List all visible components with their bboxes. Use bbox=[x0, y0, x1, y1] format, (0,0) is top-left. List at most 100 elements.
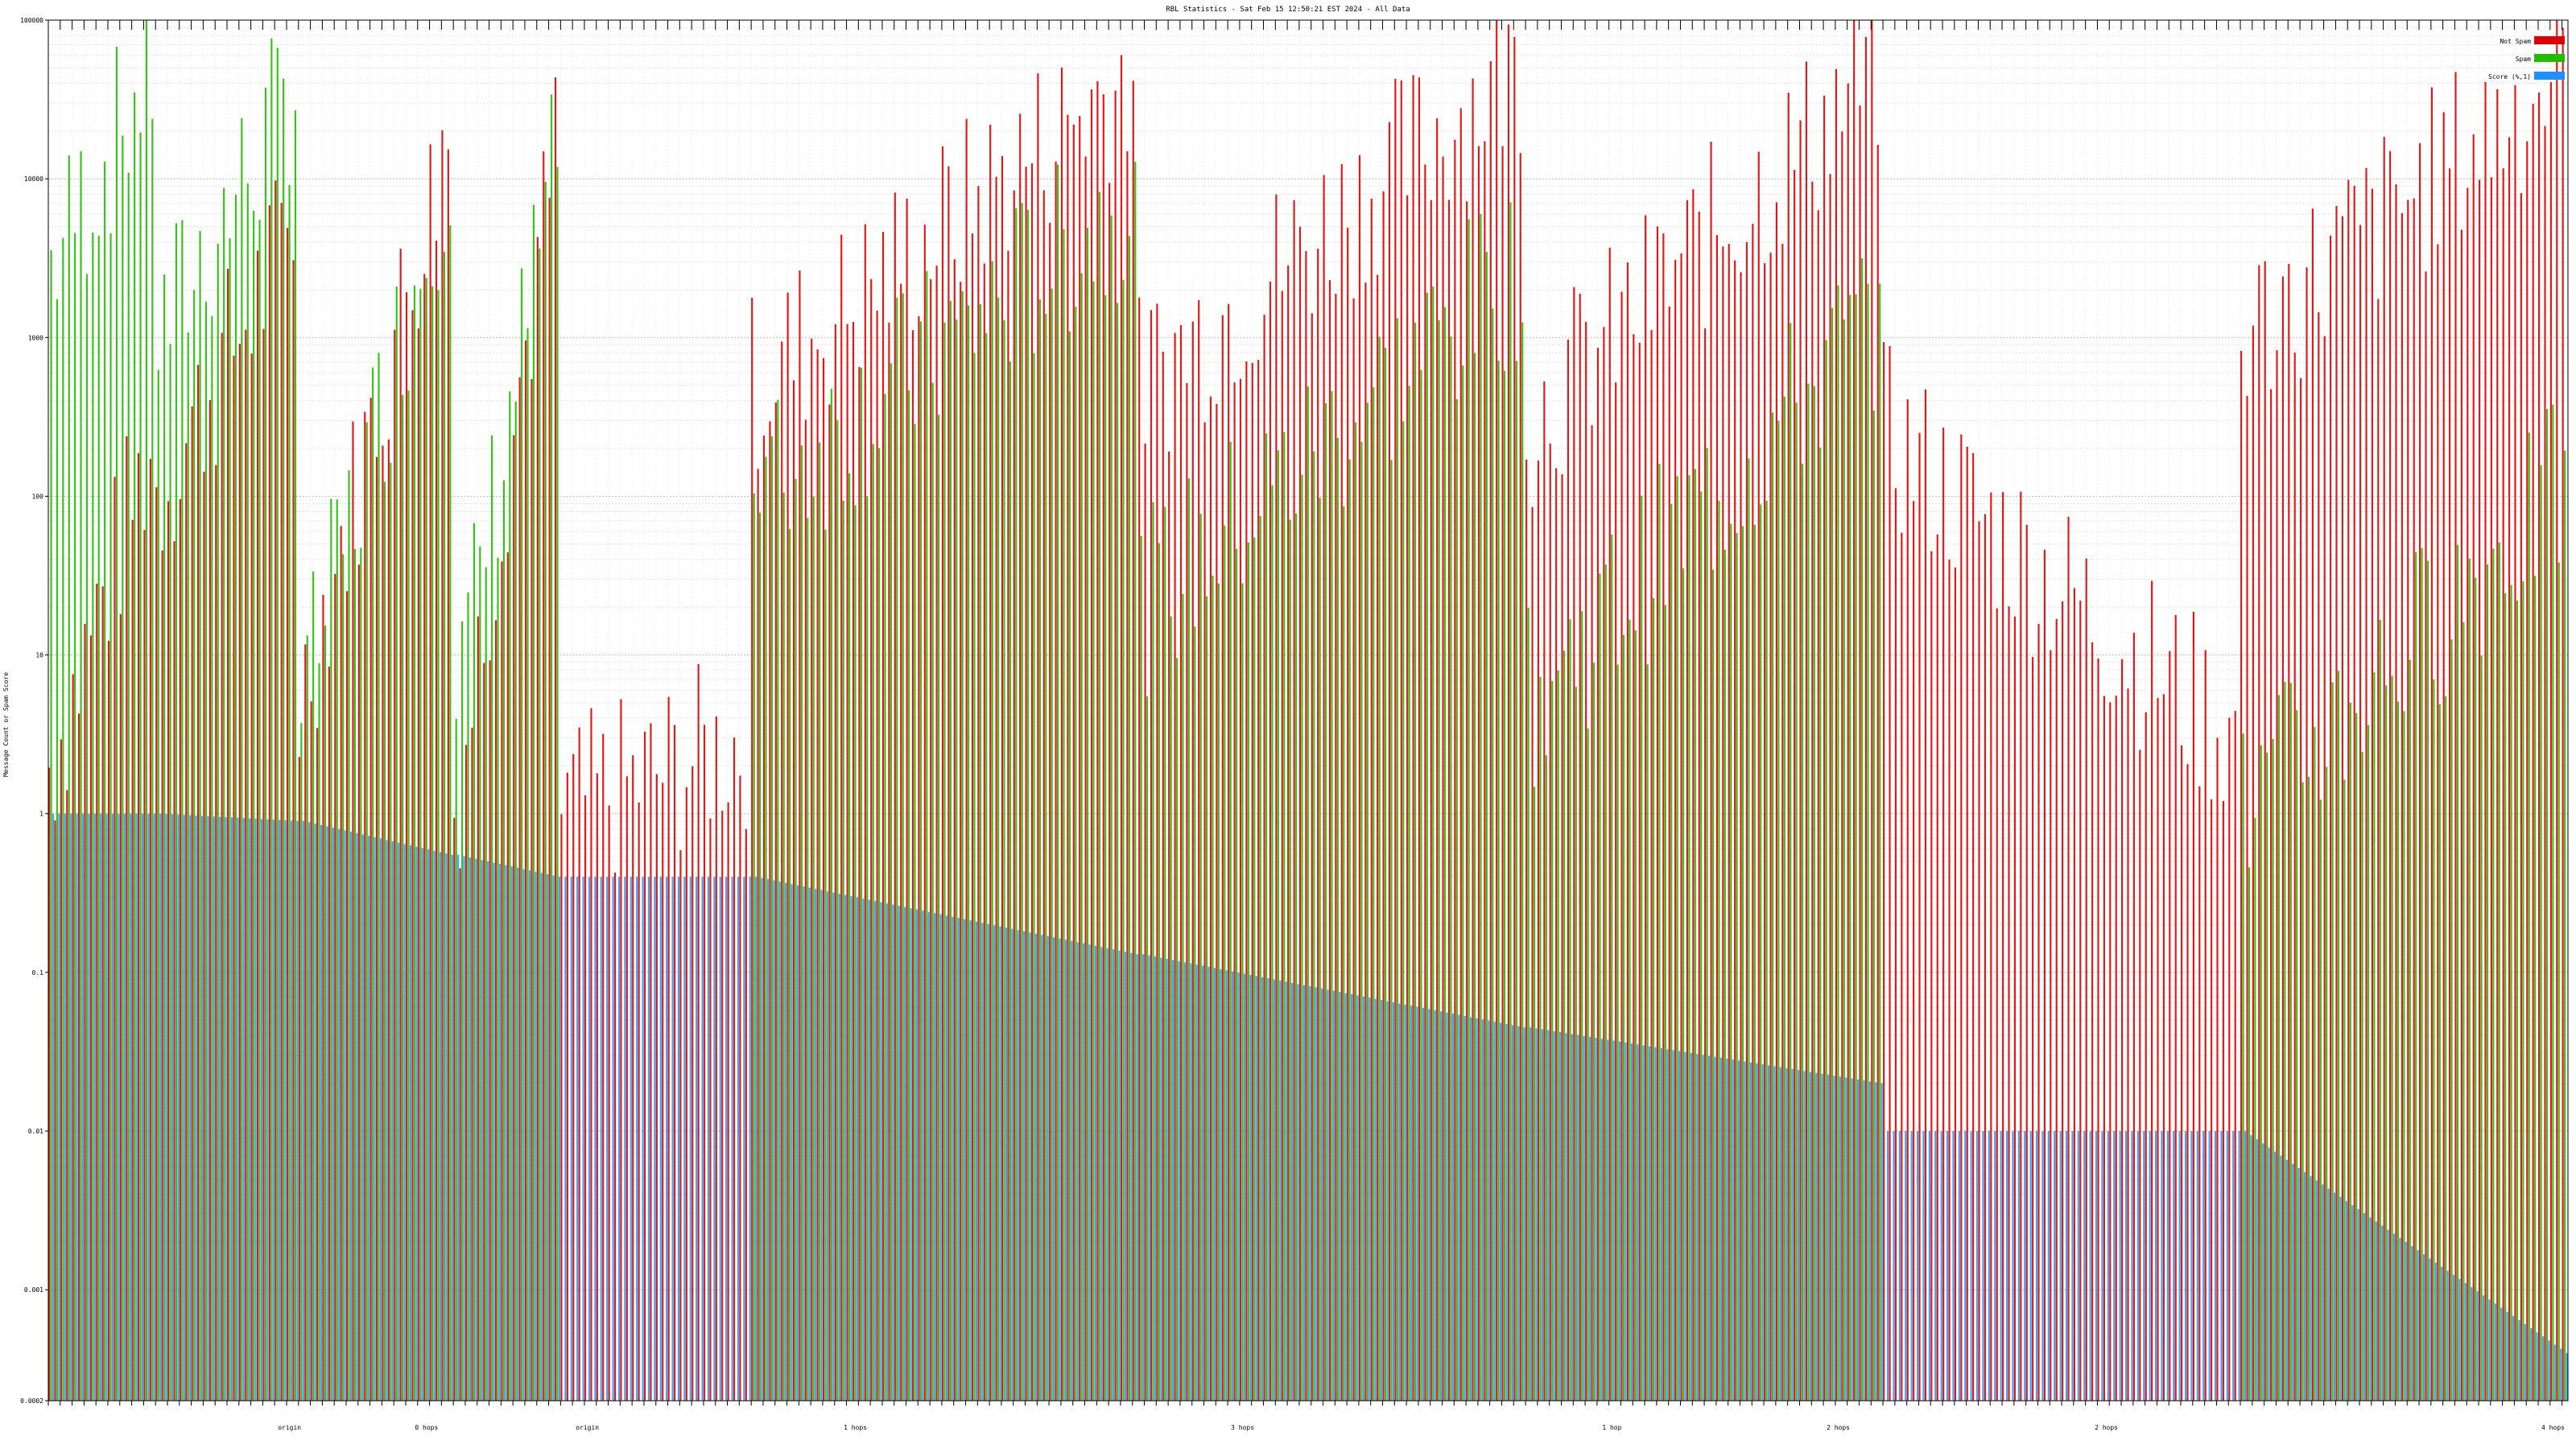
bar-score bbox=[1386, 1001, 1389, 1401]
x-tick-label: origin bbox=[278, 1424, 301, 1431]
bar-not-spam bbox=[2544, 126, 2546, 1401]
bar-score bbox=[2392, 1233, 2396, 1401]
bar-score bbox=[1803, 1071, 1806, 1401]
bar-spam bbox=[122, 135, 124, 1401]
bar-score bbox=[1362, 996, 1364, 1401]
bar-not-spam bbox=[1168, 451, 1170, 1402]
legend-swatch bbox=[2534, 36, 2565, 44]
bar-spam bbox=[1777, 420, 1780, 1401]
bar-spam bbox=[1122, 279, 1125, 1401]
bar-score bbox=[1719, 1057, 1722, 1401]
bar-not-spam bbox=[1692, 189, 1695, 1402]
bar-score bbox=[1458, 1014, 1460, 1401]
bar-score bbox=[1094, 945, 1097, 1401]
bar-not-spam bbox=[221, 332, 223, 1402]
bar-spam bbox=[1360, 441, 1363, 1401]
legend-swatch bbox=[2534, 72, 2565, 80]
bar-not-spam bbox=[1906, 399, 1909, 1401]
bar-not-spam bbox=[2037, 623, 2040, 1401]
bar-not-spam bbox=[667, 696, 670, 1401]
bar-score bbox=[2054, 1131, 2056, 1401]
bar-spam bbox=[1736, 533, 1738, 1402]
bar-not-spam bbox=[78, 713, 80, 1401]
bar-spam bbox=[169, 344, 171, 1401]
x-tick-label: 1 hop bbox=[1602, 1424, 1621, 1431]
bar-score bbox=[582, 877, 584, 1401]
bar-spam bbox=[2480, 655, 2483, 1401]
bar-score bbox=[1898, 1131, 1901, 1401]
bar-score bbox=[1237, 972, 1240, 1401]
bar-not-spam bbox=[953, 259, 956, 1402]
bar-spam bbox=[1075, 307, 1077, 1401]
bar-not-spam bbox=[1567, 339, 1570, 1402]
chart-title: RBL Statistics - Sat Feb 15 12:50:21 EST… bbox=[1166, 6, 1410, 14]
bar-spam bbox=[1253, 537, 1256, 1401]
bar-spam bbox=[1521, 322, 1524, 1401]
bar-spam bbox=[1753, 524, 1756, 1402]
bar-spam bbox=[342, 554, 345, 1401]
bar-spam bbox=[1432, 286, 1435, 1401]
bar-score bbox=[1392, 1002, 1394, 1401]
bar-not-spam bbox=[2538, 92, 2541, 1401]
bar-not-spam bbox=[1293, 200, 1295, 1402]
bar-score bbox=[1053, 937, 1055, 1401]
bar-score bbox=[755, 877, 758, 1401]
bar-score bbox=[2351, 1204, 2354, 1401]
bar-not-spam bbox=[2198, 786, 2201, 1401]
bar-score bbox=[237, 817, 239, 1401]
bar-spam bbox=[2462, 621, 2465, 1401]
bar-score bbox=[2113, 1131, 2116, 1401]
bar-not-spam bbox=[417, 328, 419, 1402]
bar-not-spam bbox=[1775, 202, 1778, 1401]
bar-spam bbox=[1438, 320, 1440, 1402]
bar-spam bbox=[938, 415, 940, 1401]
bar-not-spam bbox=[2484, 81, 2487, 1402]
bar-score bbox=[987, 923, 989, 1401]
bar-score bbox=[2000, 1131, 2002, 1401]
bar-spam bbox=[449, 225, 452, 1401]
bar-not-spam bbox=[792, 380, 795, 1401]
x-tick-label: 2 hops bbox=[1827, 1424, 1850, 1431]
bar-spam bbox=[145, 20, 148, 1401]
bar-not-spam bbox=[1037, 73, 1039, 1401]
bar-score bbox=[1797, 1070, 1800, 1401]
bar-score bbox=[159, 813, 162, 1401]
bar-spam bbox=[830, 389, 832, 1402]
bar-not-spam bbox=[126, 436, 128, 1401]
bar-not-spam bbox=[643, 731, 646, 1401]
bar-not-spam bbox=[1650, 330, 1653, 1401]
bar-score bbox=[2387, 1229, 2389, 1401]
bar-not-spam bbox=[1370, 198, 1373, 1402]
bar-not-spam bbox=[774, 402, 777, 1401]
bar-spam bbox=[926, 270, 928, 1401]
bar-not-spam bbox=[155, 487, 158, 1401]
y-tick-label: 1 bbox=[39, 811, 43, 818]
bar-score bbox=[368, 836, 370, 1401]
bar-not-spam bbox=[2425, 271, 2427, 1402]
bar-not-spam bbox=[1079, 115, 1081, 1402]
bar-not-spam bbox=[876, 310, 878, 1402]
bar-not-spam bbox=[459, 868, 461, 1401]
bar-score bbox=[624, 877, 626, 1401]
bar-score bbox=[862, 898, 865, 1401]
bar-not-spam bbox=[1513, 36, 1516, 1402]
bar-not-spam bbox=[382, 445, 384, 1401]
bar-not-spam bbox=[620, 699, 622, 1401]
bar-spam bbox=[1575, 687, 1577, 1401]
bar-spam bbox=[1700, 491, 1703, 1402]
bar-score bbox=[2417, 1250, 2419, 1401]
bar-not-spam bbox=[1454, 139, 1456, 1402]
bar-score bbox=[123, 813, 126, 1401]
bar-not-spam bbox=[411, 310, 414, 1401]
bar-not-spam bbox=[715, 716, 717, 1401]
bar-not-spam bbox=[2115, 696, 2117, 1401]
bar-not-spam bbox=[2020, 491, 2022, 1402]
bar-score bbox=[427, 849, 430, 1401]
bar-not-spam bbox=[864, 224, 866, 1401]
bar-spam bbox=[2391, 675, 2393, 1401]
bar-spam bbox=[2319, 799, 2322, 1401]
bar-score bbox=[1535, 1028, 1538, 1401]
bar-spam bbox=[544, 181, 547, 1402]
bar-score bbox=[111, 813, 114, 1401]
bar-score bbox=[1642, 1045, 1645, 1401]
